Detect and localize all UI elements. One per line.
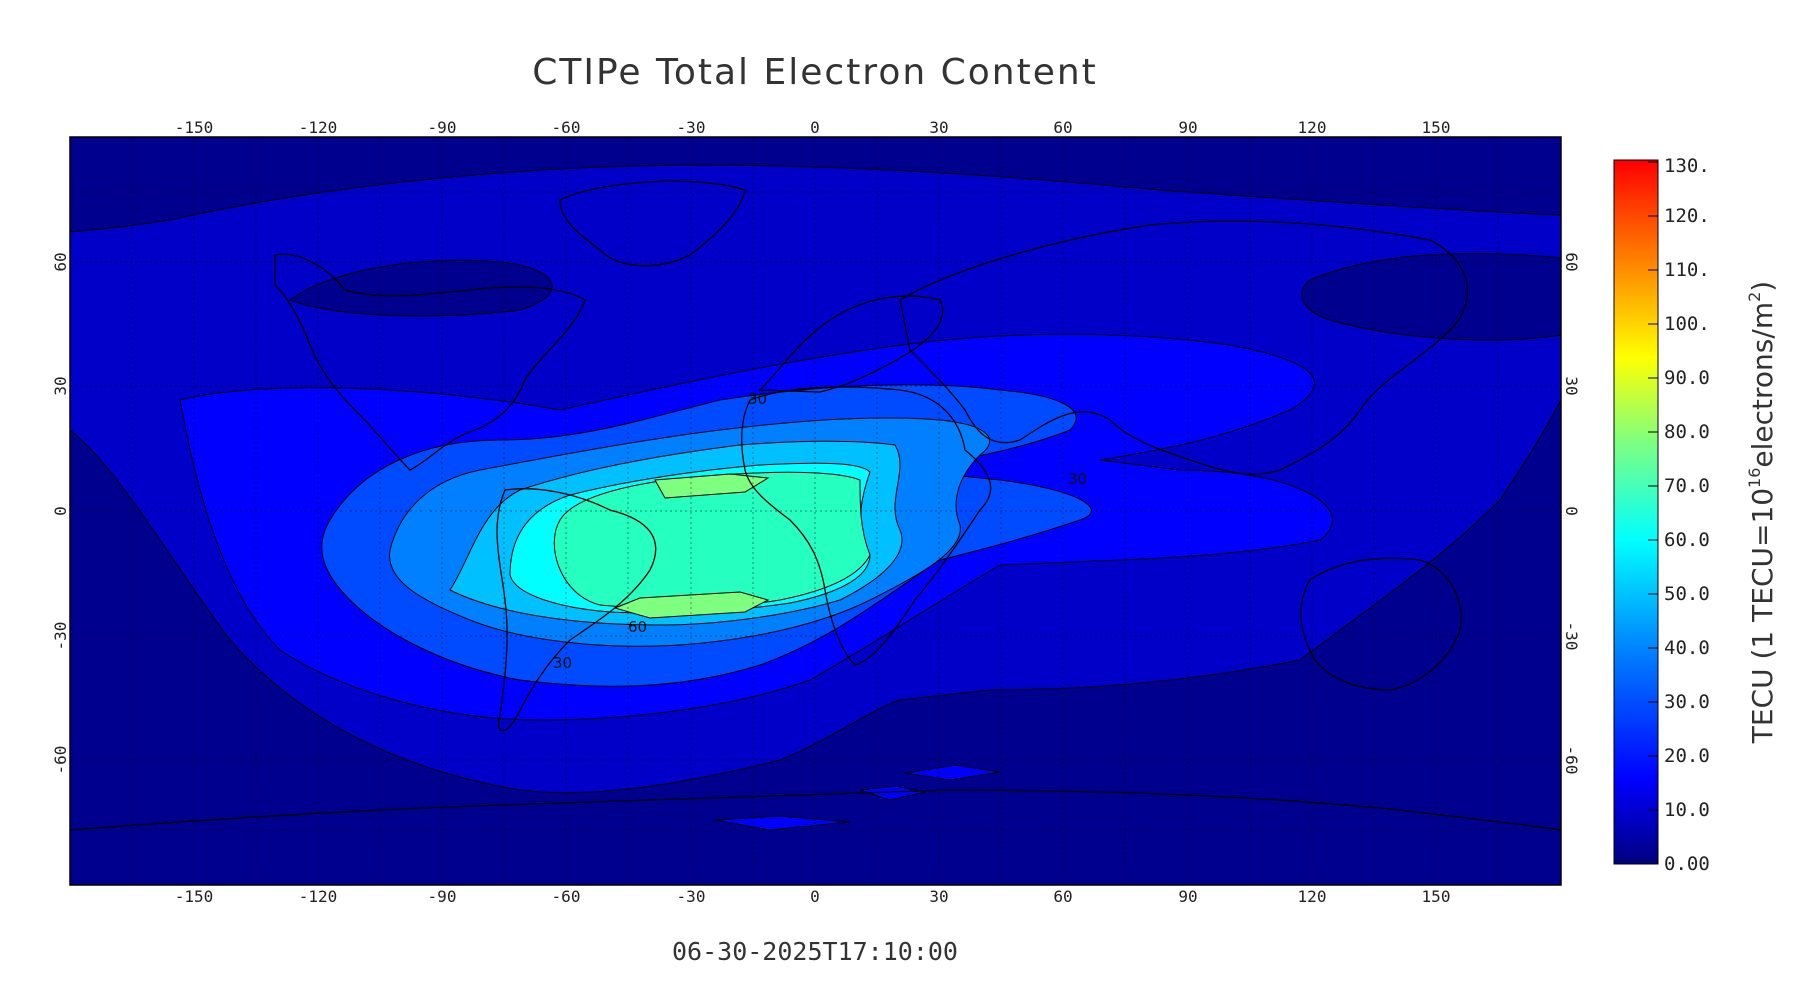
- contour-fill-antarctic-1: [904, 764, 1001, 781]
- lon-tick-label: -60: [552, 118, 581, 137]
- timestamp: 06-30-2025T17:10:00: [672, 937, 958, 966]
- lon-tick-label: -120: [299, 887, 338, 906]
- coast-europe: [758, 295, 944, 393]
- lon-tick-label: 30: [929, 887, 948, 906]
- colorbar-tick-label: 80.0: [1664, 421, 1710, 443]
- lon-tick-label: 150: [1422, 118, 1451, 137]
- coast-greenland: [559, 180, 746, 267]
- contour-fill-70-80-south: [613, 591, 770, 619]
- lon-tick-label: 0: [810, 118, 820, 137]
- coast-africa: [741, 386, 992, 666]
- contour-fill-antarctic-2: [859, 785, 926, 801]
- colorbar-gradient: [1613, 159, 1659, 865]
- contour-fill-0-10-north: [288, 259, 553, 317]
- colorbar-tick-label: 10.0: [1664, 799, 1710, 821]
- lat-tick-label: 30: [51, 376, 70, 395]
- colorbar-title-exp: 16: [1745, 468, 1764, 488]
- lat-tick-label: -60: [51, 746, 70, 775]
- colorbar-tick-label: 40.0: [1664, 637, 1710, 659]
- tec-map: 30 60 30 30: [70, 137, 1561, 885]
- colorbar-title-exp2: 2: [1745, 292, 1764, 302]
- lat-tick-label: -30: [51, 622, 70, 651]
- contour-label: 30: [1068, 470, 1087, 488]
- colorbar-tick-label: 50.0: [1664, 583, 1710, 605]
- lon-tick-label: 0: [810, 887, 820, 906]
- chart-title: CTIPe Total Electron Content: [532, 52, 1098, 93]
- lon-tick-label: 60: [1053, 118, 1072, 137]
- lon-tick-label: -90: [428, 887, 457, 906]
- lon-tick-label: 90: [1178, 118, 1197, 137]
- colorbar: 0.00 10.0 20.0 30.0 40.0 50.0 60.0 70.0 …: [1613, 155, 1779, 875]
- contour-label: 30: [748, 390, 767, 408]
- left-lat-ticks: 60 30 0 -30 -60: [51, 252, 70, 774]
- top-lon-ticks: -150 -120 -90 -60 -30 0 30 60 90 120 150: [175, 118, 1451, 137]
- contour-fill-antarctic-3: [714, 815, 851, 831]
- colorbar-tick-label: 100.: [1664, 313, 1710, 335]
- lat-tick-label: 60: [1562, 252, 1581, 271]
- lat-tick-label: 0: [51, 506, 70, 516]
- lat-tick-label: 60: [51, 252, 70, 271]
- lat-tick-label: -30: [1562, 622, 1581, 651]
- lat-tick-label: 0: [1562, 506, 1581, 516]
- lon-tick-label: -30: [677, 887, 706, 906]
- colorbar-ticks: [1648, 161, 1658, 865]
- lon-tick-label: 120: [1298, 118, 1327, 137]
- map-frame: [69, 136, 1562, 886]
- lon-tick-label: -30: [677, 118, 706, 137]
- colorbar-title-prefix: TECU (1 TECU=10: [1746, 488, 1779, 744]
- colorbar-tick-label: 70.0: [1664, 475, 1710, 497]
- lat-tick-label: -60: [1562, 746, 1581, 775]
- colorbar-title: TECU (1 TECU=1016electrons/m2): [1745, 281, 1779, 744]
- colorbar-tick-label: 30.0: [1664, 691, 1710, 713]
- lon-tick-label: 30: [929, 118, 948, 137]
- colorbar-tick-label: 120.: [1664, 205, 1710, 227]
- bottom-lon-ticks: -150 -120 -90 -60 -30 0 30 60 90 120 150: [175, 887, 1451, 906]
- lon-tick-label: -90: [428, 118, 457, 137]
- contour-fill-0-10-asia: [1301, 252, 1561, 341]
- lon-tick-label: 150: [1422, 887, 1451, 906]
- colorbar-title-close: ): [1746, 281, 1779, 292]
- lon-tick-label: -150: [175, 118, 214, 137]
- contour-label: 30: [553, 654, 572, 672]
- lon-tick-label: 120: [1298, 887, 1327, 906]
- coast-north-america: [274, 253, 586, 471]
- lon-tick-label: -150: [175, 887, 214, 906]
- coast-south-america: [496, 488, 657, 732]
- coastlines: [70, 180, 1561, 831]
- lon-tick-label: 90: [1178, 887, 1197, 906]
- coast-australia: [1300, 557, 1462, 691]
- colorbar-tick-label: 0.00: [1664, 853, 1710, 875]
- map-gridlines: [70, 137, 1561, 885]
- lon-tick-label: -60: [552, 887, 581, 906]
- colorbar-tick-label: 130.: [1664, 155, 1710, 177]
- lon-tick-label: -120: [299, 118, 338, 137]
- colorbar-tick-label: 20.0: [1664, 745, 1710, 767]
- lat-tick-label: 30: [1562, 376, 1581, 395]
- colorbar-tick-label: 110.: [1664, 259, 1710, 281]
- colorbar-tick-label: 90.0: [1664, 367, 1710, 389]
- right-lat-ticks: 60 30 0 -30 -60: [1562, 252, 1581, 774]
- coast-antarctica: [70, 789, 1561, 831]
- contour-fill-0-10-polar: [70, 137, 1561, 233]
- colorbar-title-suffix: electrons/m: [1746, 302, 1779, 468]
- contour-fill-70-80-north: [654, 473, 770, 499]
- lon-tick-label: 60: [1053, 887, 1072, 906]
- colorbar-tick-label: 60.0: [1664, 529, 1710, 551]
- contour-label: 60: [628, 618, 647, 636]
- coast-asia: [899, 220, 1469, 475]
